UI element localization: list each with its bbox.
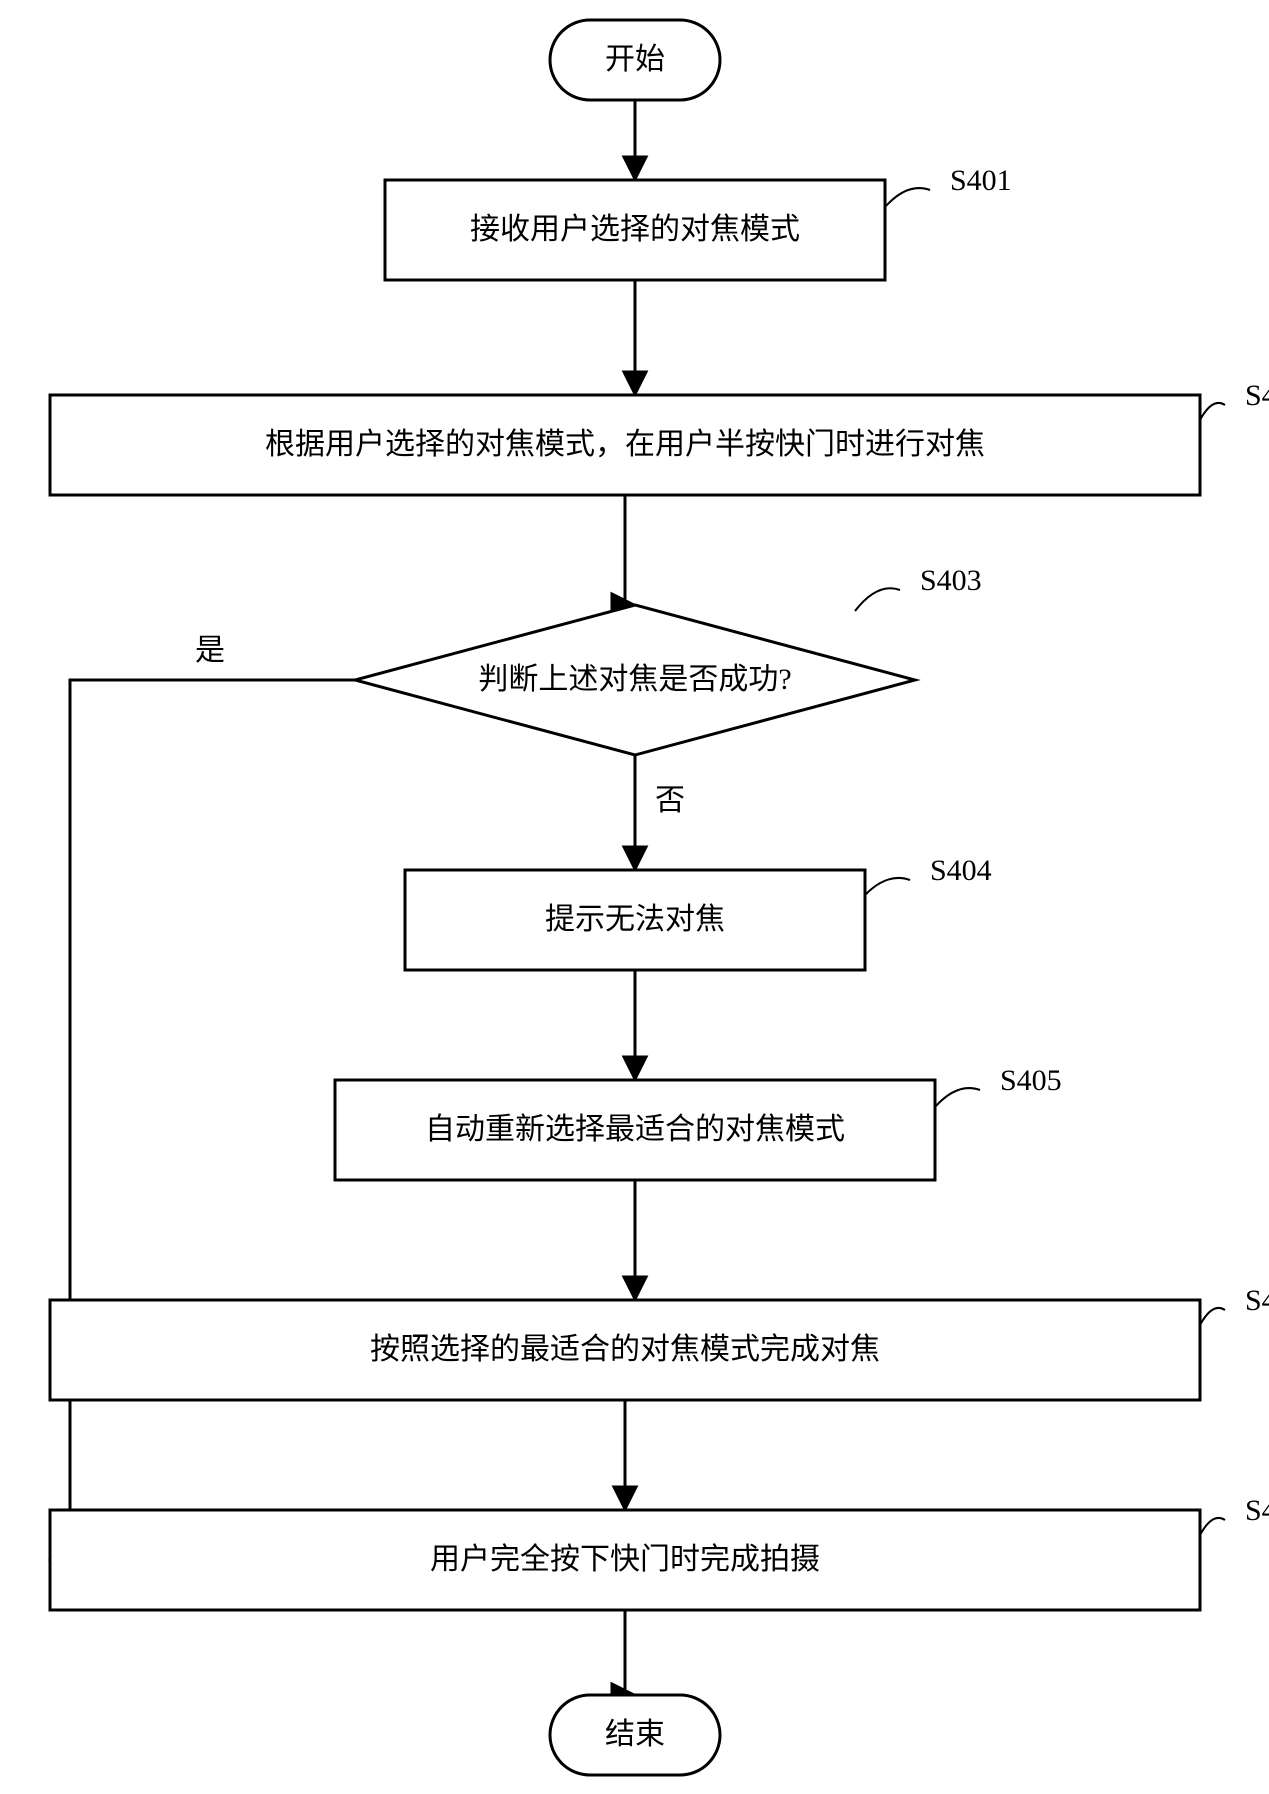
- tag-connector-0: [885, 188, 930, 207]
- node-text-s402: 根据用户选择的对焦模式，在用户半按快门时进行对焦: [265, 428, 985, 461]
- tag-connector-5: [1200, 1308, 1225, 1325]
- edge-s403-s407: [50, 680, 355, 1560]
- node-s402: 根据用户选择的对焦模式，在用户半按快门时进行对焦: [50, 395, 1200, 495]
- tag-connector-4: [935, 1088, 980, 1107]
- node-text-s404: 提示无法对焦: [545, 903, 725, 936]
- node-s404: 提示无法对焦: [405, 870, 865, 970]
- node-text-start: 开始: [605, 43, 665, 76]
- node-tag-s405: S405: [1000, 1064, 1062, 1097]
- node-s406: 按照选择的最适合的对焦模式完成对焦: [50, 1300, 1200, 1400]
- node-text-s406: 按照选择的最适合的对焦模式完成对焦: [370, 1333, 880, 1366]
- node-text-s405: 自动重新选择最适合的对焦模式: [425, 1113, 845, 1146]
- node-tag-s402: S402: [1245, 379, 1269, 412]
- flowchart-canvas: 开始接收用户选择的对焦模式根据用户选择的对焦模式，在用户半按快门时进行对焦判断上…: [0, 0, 1269, 1794]
- node-tag-s407: S407: [1245, 1494, 1269, 1527]
- node-tag-s403: S403: [920, 564, 982, 597]
- edge-s402-s403: [625, 495, 635, 605]
- node-text-end: 结束: [605, 1718, 665, 1751]
- node-text-s407: 用户完全按下快门时完成拍摄: [430, 1543, 820, 1576]
- nodes-layer: 开始接收用户选择的对焦模式根据用户选择的对焦模式，在用户半按快门时进行对焦判断上…: [50, 20, 1200, 1775]
- node-s401: 接收用户选择的对焦模式: [385, 180, 885, 280]
- node-tag-s404: S404: [930, 854, 992, 887]
- node-text-s401: 接收用户选择的对焦模式: [470, 213, 800, 246]
- edge-s407-end: [625, 1610, 635, 1695]
- node-end: 结束: [550, 1695, 720, 1775]
- tag-connector-3: [865, 878, 910, 895]
- tag-connector-2: [855, 588, 900, 611]
- node-start: 开始: [550, 20, 720, 100]
- node-text-s403: 判断上述对焦是否成功?: [478, 663, 791, 696]
- tag-connector-6: [1200, 1518, 1225, 1535]
- node-tag-s406: S406: [1245, 1284, 1269, 1317]
- edge-label-s403-s404: 否: [655, 784, 685, 817]
- tag-connector-1: [1200, 403, 1225, 420]
- node-s405: 自动重新选择最适合的对焦模式: [335, 1080, 935, 1180]
- node-s407: 用户完全按下快门时完成拍摄: [50, 1510, 1200, 1610]
- node-s403: 判断上述对焦是否成功?: [355, 605, 915, 755]
- edge-label-s403-s407: 是: [195, 634, 225, 667]
- node-tag-s401: S401: [950, 164, 1012, 197]
